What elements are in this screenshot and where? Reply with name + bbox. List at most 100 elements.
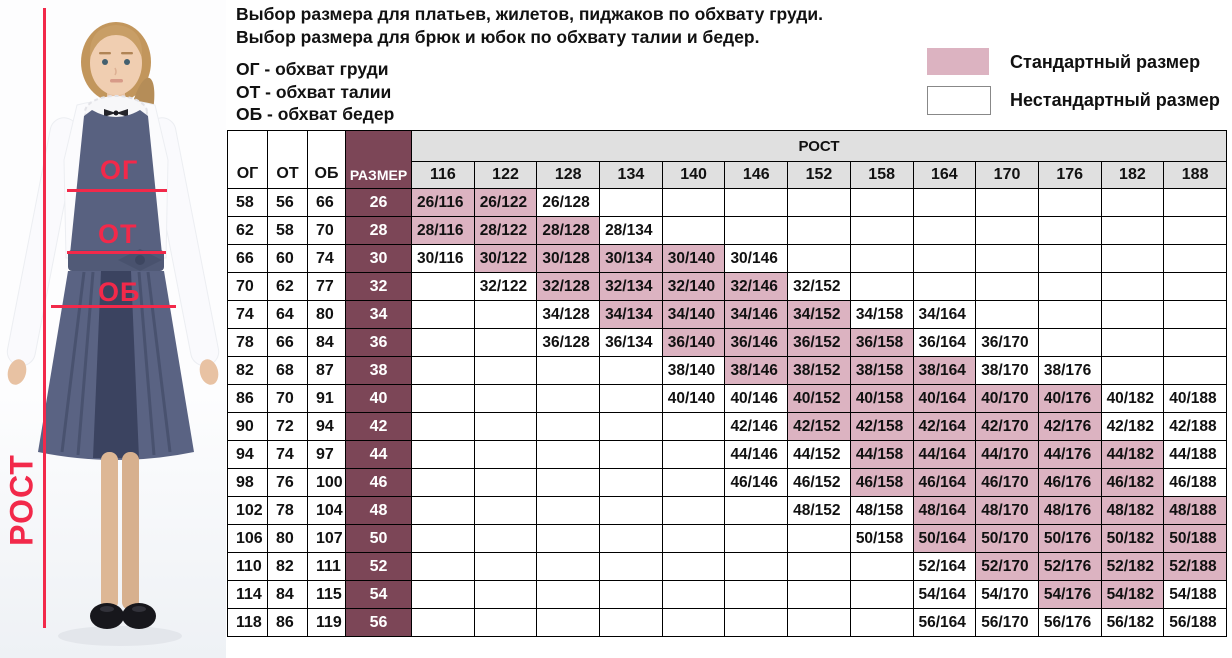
- title-line-2: Выбор размера для брюк и юбок по обхвату…: [236, 27, 760, 47]
- size-height-cell: 34/134: [599, 300, 663, 329]
- empty-cell: [1100, 272, 1165, 301]
- table-row-size-36: 78 66 84 36 36/128 36/134 36/140 36/146 36/152 36…: [227, 328, 1227, 357]
- height-measure-line: [43, 8, 46, 628]
- empty-cell: [411, 524, 475, 553]
- empty-cell: [411, 300, 475, 329]
- size-height-cell: 40/140: [661, 384, 726, 413]
- size-height-cell: 26/116: [411, 188, 475, 217]
- girl-photo-panel: ОГ ОТ ОБ РОСТ: [0, 0, 226, 658]
- size-value: 36: [345, 328, 412, 357]
- empty-cell: [849, 244, 914, 273]
- chest-value: 86: [227, 384, 268, 413]
- size-height-cell: 46/152: [787, 468, 851, 497]
- empty-cell: [411, 356, 475, 385]
- abbreviation-key: ОГ - обхват груди ОТ - обхват талии ОБ -…: [236, 58, 394, 126]
- table-row-size-54: 114 84 115 54 54/164 54/170 54/176 54/182 54/188: [227, 580, 1227, 609]
- col-header-size: РАЗМЕР: [345, 130, 412, 189]
- height-header-116: 116: [411, 161, 475, 189]
- empty-cell: [599, 384, 663, 413]
- size-height-cell: 52/164: [912, 552, 977, 581]
- height-measure-label: РОСТ: [3, 454, 40, 546]
- empty-cell: [599, 188, 663, 217]
- chest-value: 90: [227, 412, 268, 441]
- page-title: Выбор размера для платьев, жилетов, пидж…: [236, 3, 823, 49]
- empty-cell: [599, 552, 663, 581]
- size-height-cell: 34/152: [787, 300, 851, 329]
- hips-value: 70: [307, 216, 346, 245]
- size-height-cell: 28/122: [473, 216, 538, 245]
- size-value: 38: [345, 356, 412, 385]
- empty-cell: [599, 468, 663, 497]
- size-height-cell: 32/122: [473, 272, 538, 301]
- size-height-cell: 40/158: [849, 384, 914, 413]
- table-header-row-2: 116 122 128 134 140 146 152 158 164 170 176 182 188: [228, 161, 1227, 189]
- empty-cell: [473, 440, 538, 469]
- empty-cell: [473, 412, 538, 441]
- chest-value: 58: [227, 188, 268, 217]
- empty-cell: [411, 468, 475, 497]
- empty-cell: [849, 188, 914, 217]
- size-height-cell: 26/122: [473, 188, 538, 217]
- chest-measure-label: ОГ: [100, 155, 139, 185]
- size-value: 54: [345, 580, 412, 609]
- empty-cell: [724, 524, 789, 553]
- size-height-cell: 38/164: [912, 356, 977, 385]
- empty-cell: [473, 580, 538, 609]
- size-height-cell: 44/182: [1100, 440, 1165, 469]
- empty-cell: [473, 356, 538, 385]
- size-height-cell: 46/182: [1100, 468, 1165, 497]
- empty-cell: [411, 328, 475, 357]
- table-row-size-46: 98 76 100 46 46/146 46/152 46/158 46/164 46/170 4…: [227, 468, 1227, 497]
- waist-value: 82: [267, 552, 308, 581]
- empty-cell: [473, 468, 538, 497]
- size-height-cell: 54/188: [1163, 580, 1227, 609]
- size-height-cell: 32/152: [787, 272, 851, 301]
- table-row-size-50: 106 80 107 50 50/158 50/164 50/170 50/176 50/182…: [227, 524, 1227, 553]
- col-header-hips: ОБ: [307, 130, 346, 189]
- empty-cell: [849, 272, 914, 301]
- size-height-cell: 36/134: [599, 328, 663, 357]
- waist-measure-label: ОТ: [98, 219, 138, 249]
- size-height-cell: 36/140: [661, 328, 726, 357]
- size-height-cell: 42/188: [1163, 412, 1227, 441]
- abbr-waist: ОТ - обхват талии: [236, 81, 392, 102]
- size-height-cell: 50/182: [1100, 524, 1165, 553]
- chest-value: 110: [227, 552, 268, 581]
- chest-value: 78: [227, 328, 268, 357]
- size-height-cell: 32/134: [599, 272, 663, 301]
- empty-cell: [1100, 328, 1165, 357]
- size-height-cell: 46/164: [912, 468, 977, 497]
- hips-value: 107: [307, 524, 346, 553]
- empty-cell: [849, 552, 914, 581]
- empty-cell: [787, 580, 851, 609]
- empty-cell: [1100, 244, 1165, 273]
- empty-cell: [975, 244, 1039, 273]
- table-row-size-40: 86 70 91 40 40/140 40/146 40/152 40/158 40/164 40…: [227, 384, 1227, 413]
- size-value: 32: [345, 272, 412, 301]
- size-height-cell: 30/146: [724, 244, 789, 273]
- table-row-size-48: 102 78 104 48 48/152 48/158 48/164 48/170 48/176…: [227, 496, 1227, 525]
- size-height-cell: 44/176: [1037, 440, 1102, 469]
- size-height-cell: 42/158: [849, 412, 914, 441]
- empty-cell: [787, 608, 851, 637]
- hips-value: 115: [307, 580, 346, 609]
- empty-cell: [1100, 356, 1165, 385]
- size-value: 26: [345, 188, 412, 217]
- empty-cell: [599, 440, 663, 469]
- empty-cell: [536, 552, 601, 581]
- size-height-cell: 28/116: [411, 216, 475, 245]
- size-height-cell: 30/140: [661, 244, 726, 273]
- hips-value: 84: [307, 328, 346, 357]
- abbr-chest: ОГ - обхват груди: [236, 59, 389, 79]
- size-height-cell: 40/188: [1163, 384, 1227, 413]
- size-height-cell: 34/158: [849, 300, 914, 329]
- hips-value: 74: [307, 244, 346, 273]
- table-row-size-42: 90 72 94 42 42/146 42/152 42/158 42/164 42/170 42…: [227, 412, 1227, 441]
- empty-cell: [787, 216, 851, 245]
- size-value: 52: [345, 552, 412, 581]
- size-height-cell: 38/140: [661, 356, 726, 385]
- size-height-cell: 44/170: [975, 440, 1039, 469]
- waist-value: 70: [267, 384, 308, 413]
- size-height-cell: 46/170: [975, 468, 1039, 497]
- size-height-cell: 52/176: [1037, 552, 1102, 581]
